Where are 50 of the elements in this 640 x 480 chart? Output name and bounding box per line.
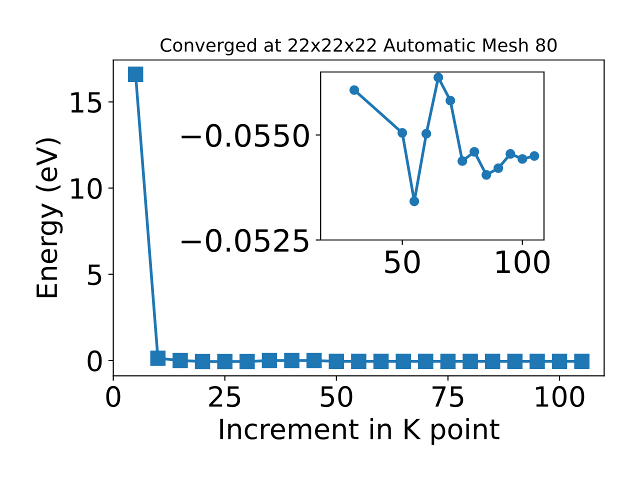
point [397,128,408,138]
point [240,354,255,370]
point [284,352,300,368]
point [409,196,420,206]
point [351,354,366,369]
point [396,354,411,369]
point [349,85,360,95]
chart-title: Converged at 22x22x22 Automatic Mesh 80 [160,38,557,56]
point [445,96,456,106]
x-tick-label: 25 [209,386,240,408]
point [128,66,144,82]
y-tick-label: −0.0525 [182,228,308,252]
y-tick-label: 10 [71,178,102,200]
point [530,354,545,369]
point [440,354,456,369]
point [150,350,166,366]
point [469,146,480,157]
x-tick-label: 50 [385,250,420,274]
y-tick-label: −0.0550 [182,124,309,148]
point [457,156,468,166]
point [518,154,528,164]
point [462,354,478,369]
x-tick-label: 75 [432,386,464,408]
x-tick-label: 100 [536,386,584,408]
point [574,354,590,369]
y-axis-title: Energy (eV) [36,138,63,298]
point [552,354,568,369]
point [172,352,188,368]
x-tick-label: 100 [496,250,550,274]
y-tick-label: 0 [88,350,102,372]
point [306,352,322,368]
point [373,354,389,369]
point [507,354,523,369]
y-tick-label: 5 [88,264,102,286]
point [262,352,278,368]
point [418,354,434,369]
point [328,354,344,369]
point [506,149,516,159]
point [217,354,232,370]
point [530,151,540,161]
x-tick-label: 0 [106,386,120,408]
x-axis-title: Increment in K point [220,418,500,445]
point [194,354,210,370]
point [481,170,492,180]
point [433,72,444,82]
point [484,354,500,369]
y-tick-label: 15 [71,92,102,113]
point [421,128,432,139]
x-tick-label: 50 [320,386,352,408]
point [494,163,504,174]
